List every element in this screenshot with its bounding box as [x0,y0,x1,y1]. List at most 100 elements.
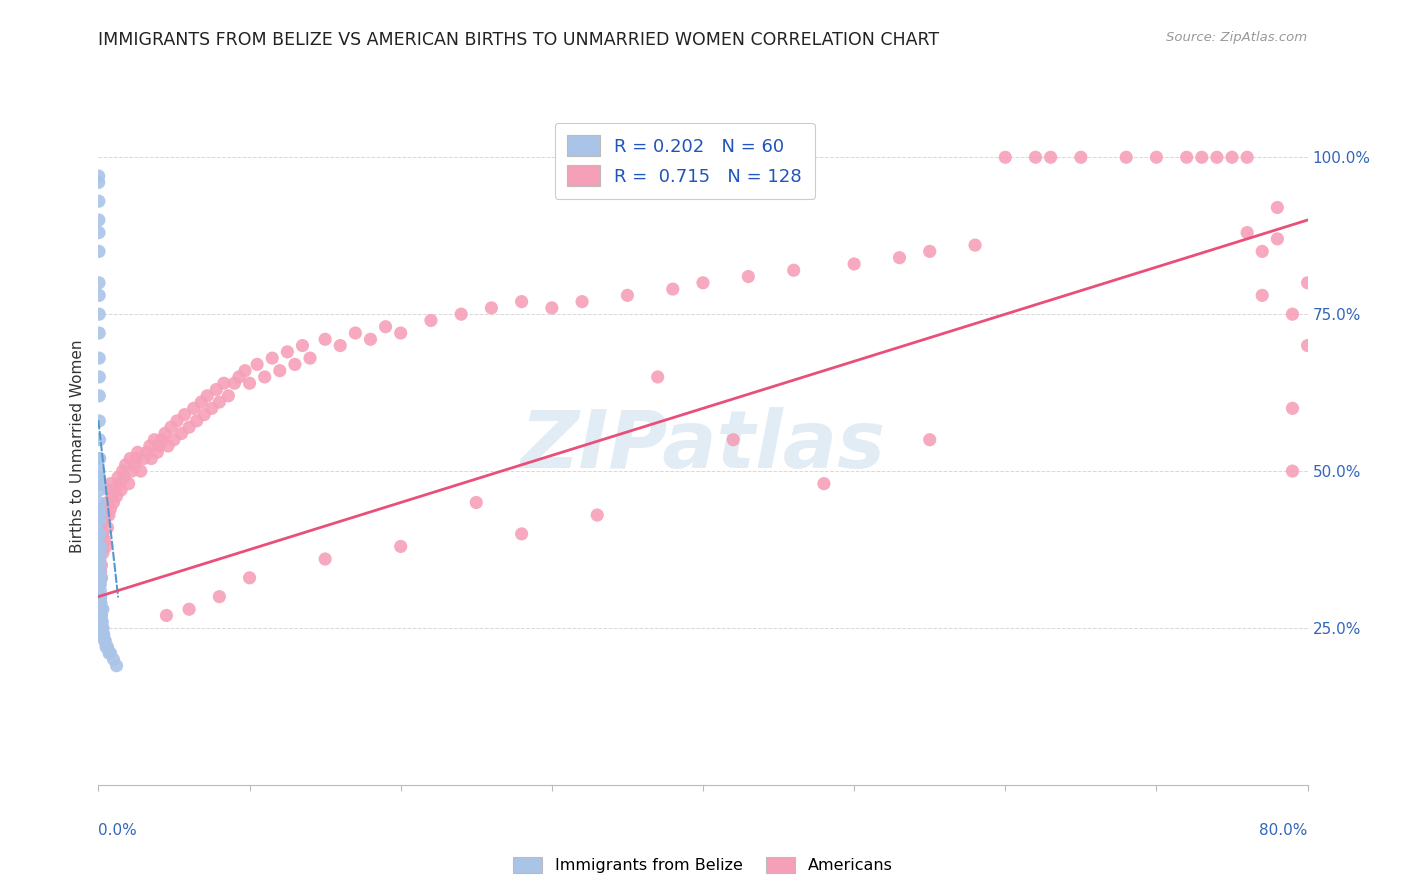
Point [314,552,336,566]
Point [89,326,111,340]
Point [783,263,806,277]
Point [1281,401,1303,416]
Point [179,602,201,616]
Point [1281,464,1303,478]
Point [124,458,146,472]
Point [89,540,111,554]
Point [450,307,472,321]
Point [94,640,117,654]
Point [111,464,134,478]
Point [101,489,124,503]
Point [89,577,111,591]
Point [465,495,488,509]
Point [329,338,352,352]
Point [135,445,157,459]
Point [90,590,112,604]
Point [647,370,669,384]
Point [94,508,117,522]
Point [1175,150,1198,164]
Text: Source: ZipAtlas.com: Source: ZipAtlas.com [1167,31,1308,45]
Point [389,540,412,554]
Point [141,451,163,466]
Point [125,451,148,466]
Point [91,615,114,629]
Point [90,571,112,585]
Point [89,558,111,573]
Legend: R = 0.202   N = 60, R =  0.715   N = 128: R = 0.202 N = 60, R = 0.715 N = 128 [555,123,814,199]
Point [90,615,112,629]
Point [224,376,246,391]
Point [90,565,112,579]
Point [87,226,110,240]
Text: 0.0%: 0.0% [98,822,138,838]
Point [1115,150,1137,164]
Point [91,621,114,635]
Point [94,633,117,648]
Point [217,389,239,403]
Point [89,527,111,541]
Text: 80.0%: 80.0% [1260,822,1308,838]
Point [205,383,228,397]
Point [813,476,835,491]
Point [344,326,367,340]
Point [571,294,593,309]
Point [616,288,638,302]
Point [89,451,111,466]
Point [173,408,195,422]
Point [965,238,987,252]
Point [103,495,125,509]
Text: ZIPatlas: ZIPatlas [520,407,886,485]
Point [91,546,114,560]
Point [374,319,396,334]
Point [389,326,412,340]
Point [89,288,111,302]
Point [87,194,110,209]
Point [291,338,314,352]
Point [89,552,111,566]
Point [89,577,111,591]
Point [156,439,179,453]
Point [89,351,111,365]
Point [91,621,114,635]
Point [190,395,212,409]
Point [90,602,112,616]
Point [170,426,193,441]
Point [540,301,562,315]
Point [89,565,111,579]
Point [89,433,111,447]
Point [90,602,112,616]
Point [87,213,110,227]
Point [93,627,115,641]
Point [90,540,112,554]
Point [510,294,533,309]
Point [89,307,111,321]
Point [183,401,205,416]
Point [208,590,231,604]
Point [91,627,114,641]
Point [692,276,714,290]
Point [87,464,110,478]
Point [87,276,110,290]
Point [98,646,121,660]
Point [100,501,122,516]
Point [360,332,382,346]
Point [239,571,262,585]
Point [89,451,111,466]
Point [98,483,121,497]
Point [105,658,128,673]
Point [1070,150,1092,164]
Point [1039,150,1062,164]
Point [89,501,111,516]
Point [1220,150,1243,164]
Point [127,445,149,459]
Point [314,332,336,346]
Point [994,150,1017,164]
Point [1267,232,1289,246]
Point [93,633,115,648]
Point [299,351,322,365]
Point [89,527,111,541]
Point [91,527,114,541]
Point [253,370,276,384]
Point [148,439,170,453]
Point [90,558,112,573]
